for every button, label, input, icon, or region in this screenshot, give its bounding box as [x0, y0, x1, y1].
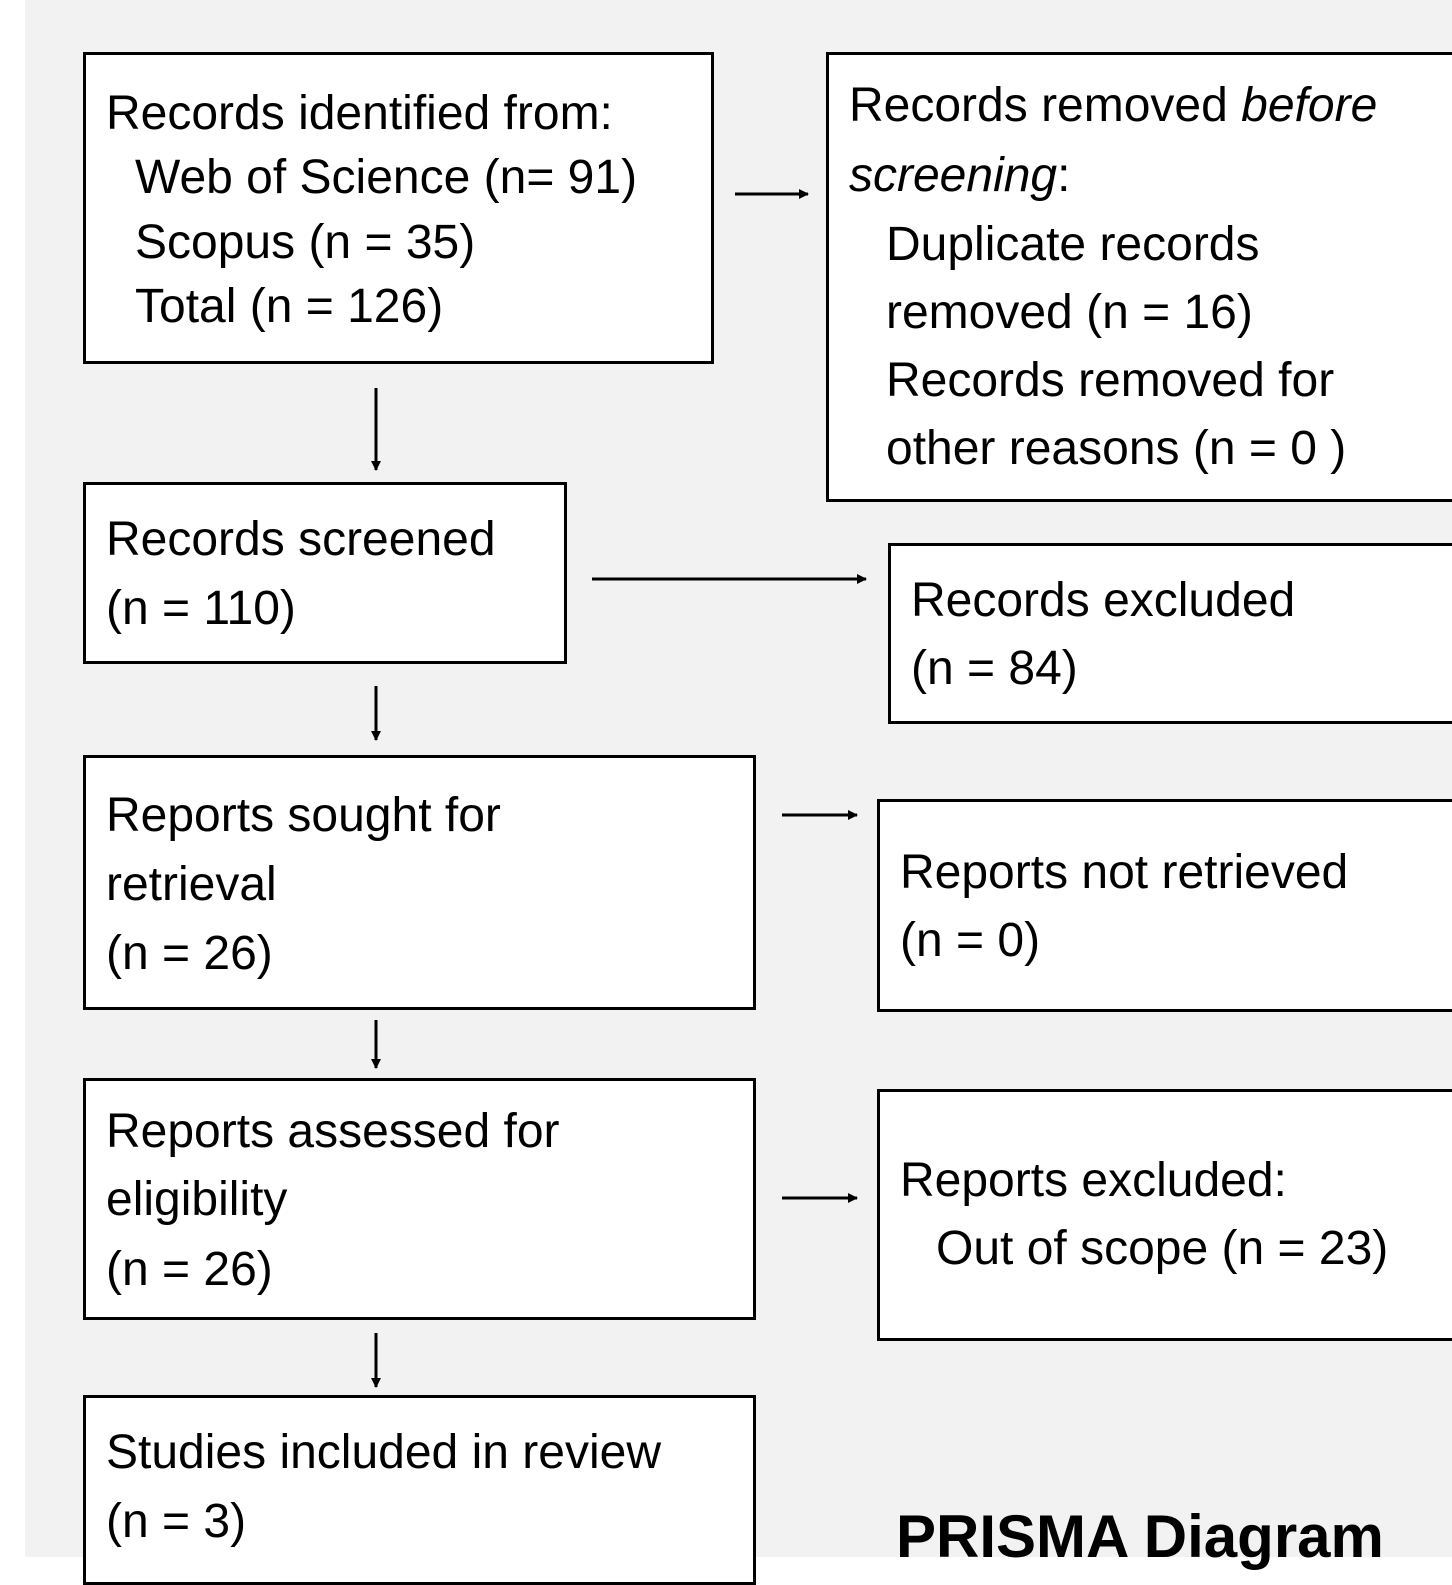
removed-before-heading-em-screening: screening [849, 149, 1058, 202]
identification-line-wos: Web of Science (n= 91) [135, 151, 638, 204]
records-screened-box [83, 482, 567, 664]
records-screened-count: (n = 110) [106, 582, 296, 635]
records-excluded-box [888, 543, 1452, 724]
removed-before-line-duplicate: Duplicate records [886, 218, 1260, 271]
reports-sought-box [83, 755, 756, 1010]
identification-line-scopus: Scopus (n = 35) [135, 216, 476, 269]
removed-before-line-duplicate-n: removed (n = 16) [886, 286, 1253, 339]
reports-sought-label-2: retrieval [106, 858, 277, 911]
reports-excluded-box [877, 1089, 1452, 1341]
removed-before-screening-box [826, 52, 1452, 502]
identification-box [83, 52, 714, 364]
reports-assessed-label-2: eligibility [106, 1173, 288, 1226]
records-excluded-count: (n = 84) [911, 642, 1078, 695]
records-screened-label: Records screened [106, 513, 496, 566]
reports-sought-label: Reports sought for [106, 789, 501, 842]
diagram-title: PRISMA Diagram [896, 1503, 1384, 1570]
reports-not-retrieved-label: Reports not retrieved [900, 846, 1349, 899]
identification-line-total: Total (n = 126) [135, 280, 444, 333]
removed-before-heading-em-before: before [1241, 79, 1378, 132]
removed-before-line-other: Records removed for [886, 354, 1335, 407]
removed-before-heading-colon: : [1057, 149, 1071, 202]
identification-heading: Records identified from: [106, 87, 613, 140]
reports-assessed-label: Reports assessed for [106, 1105, 560, 1158]
studies-included-label: Studies included in review [106, 1426, 661, 1479]
studies-included-count: (n = 3) [106, 1495, 247, 1548]
reports-assessed-count: (n = 26) [106, 1243, 273, 1296]
reports-sought-count: (n = 26) [106, 927, 273, 980]
records-excluded-label: Records excluded [911, 574, 1296, 627]
reports-not-retrieved-count: (n = 0) [900, 914, 1041, 967]
studies-included-box [83, 1395, 756, 1585]
removed-before-heading-line1: Records removed before [849, 73, 1377, 139]
reports-assessed-box [83, 1078, 756, 1320]
reports-not-retrieved-box [877, 799, 1452, 1012]
removed-before-heading-text: Records removed [849, 79, 1242, 132]
reports-excluded-heading: Reports excluded: [900, 1154, 1287, 1207]
reports-excluded-out-of-scope: Out of scope (n = 23) [936, 1222, 1389, 1275]
removed-before-line-other-n: other reasons (n = 0 ) [886, 422, 1347, 475]
removed-before-heading-line2: screening: [849, 143, 1070, 209]
